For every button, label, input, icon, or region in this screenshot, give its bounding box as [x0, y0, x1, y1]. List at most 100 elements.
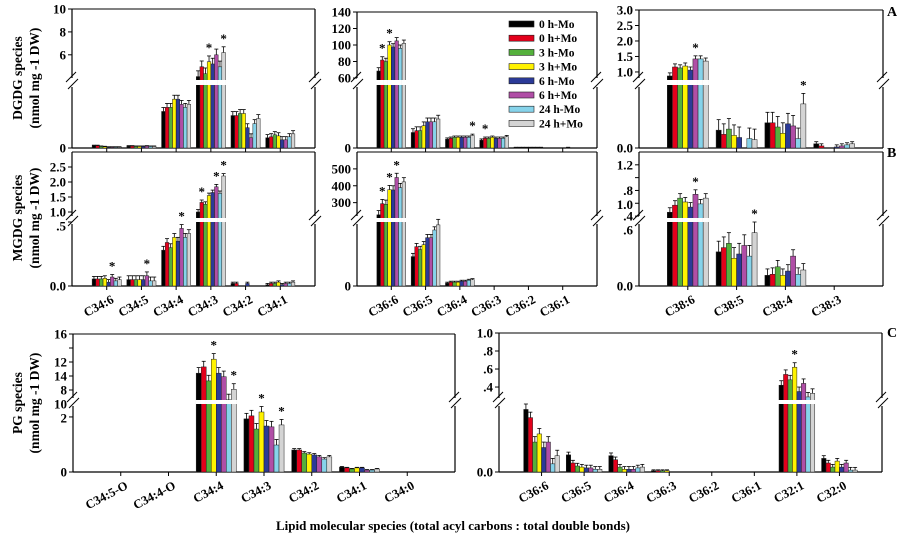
y-tick-label: 1.0: [477, 326, 493, 341]
bar-break-gap: [671, 218, 679, 222]
significance-star: *: [258, 390, 265, 405]
y-tick-label: 2.5: [617, 18, 634, 33]
bar-C38:6-series-1: [672, 204, 678, 287]
bar-C36:5-series-7: [597, 469, 603, 473]
bar-break-gap: [666, 218, 673, 222]
bar-C38:4-series-7: [800, 269, 807, 287]
bar-C38:3-series-7: [849, 143, 855, 149]
legend-swatch: [508, 49, 535, 56]
y-tick-label: 120: [332, 21, 352, 36]
legend-item: 6 h-Mo: [508, 76, 575, 88]
bar-C34:1-series-5: [283, 139, 288, 149]
panel-letter-c: C: [887, 326, 897, 341]
bar-C34:3-series-0: [196, 76, 201, 149]
bar-C34:5-series-2: [133, 279, 139, 287]
bar-break-gap: [809, 400, 816, 404]
x-tick-label: C36:4: [601, 478, 636, 506]
axis-break-mark: [634, 78, 646, 90]
bar-break-gap: [387, 80, 392, 85]
bar-break-gap: [687, 80, 694, 85]
significance-star: *: [791, 347, 798, 362]
bar-C34:5-series-6: [148, 146, 153, 149]
bar-break-gap: [394, 218, 399, 222]
bar-C34:3-series-7: [221, 175, 226, 287]
axis-break-mark: [878, 78, 890, 90]
bar-C36:6-series-6: [398, 48, 403, 149]
legend-label: 0 h-Mo: [539, 19, 575, 31]
bar-C34:6-series-7: [117, 279, 122, 287]
bar-C38:4-series-0: [764, 122, 771, 149]
legend-label: 0 h+Mo: [539, 33, 577, 45]
bar-C34:4-series-2: [168, 107, 173, 149]
bar-C38:5-series-3: [731, 258, 737, 287]
bar-break-gap: [682, 218, 689, 222]
bar-C32:0-series-7: [852, 469, 858, 473]
bar-C34:3-series-3: [258, 411, 265, 473]
x-tick-label: C36:5: [559, 478, 594, 505]
bar-C36:3-series-0: [651, 470, 657, 473]
bar-C38:3-series-6: [844, 144, 850, 149]
bar-C36:5-series-2: [418, 130, 423, 149]
bar-C34:1-series-7: [290, 133, 296, 149]
bar-C36:4-series-0: [445, 282, 450, 287]
legend-swatch: [508, 77, 535, 85]
bar-C36:6-series-2: [383, 61, 388, 149]
bar-C34:5-series-6: [148, 280, 153, 287]
bar-break-gap: [390, 80, 396, 85]
bar-C38:5-series-0: [715, 251, 722, 287]
x-tick-label: C36:4: [434, 292, 469, 320]
x-tick-label: C34:2: [286, 478, 321, 505]
bar-C36:5-series-4: [583, 467, 589, 473]
bar-C34:4-series-5: [221, 376, 227, 473]
bar-C36:5-series-5: [428, 121, 434, 149]
bar-C34:1-series-1: [344, 467, 350, 473]
x-tick-label: C38:6: [662, 292, 697, 319]
y-tick-label: 300: [332, 195, 352, 210]
bar-break-gap: [697, 218, 704, 222]
bar-C36:6-series-7: [554, 455, 560, 473]
bar-break-gap: [671, 80, 679, 85]
bar-break-gap: [195, 80, 201, 85]
bar-break-gap: [376, 218, 381, 222]
bar-C38:4-series-3: [780, 275, 786, 287]
bar-C34:1-series-4: [280, 284, 285, 287]
y-tick-label: 1.0: [50, 205, 66, 220]
bar-C36:3-series-1: [655, 470, 661, 473]
panel-dgdg-c38: 1.01.52.02.53.0 0.0 * *: [617, 3, 890, 156]
bar-C36:3-series-6: [501, 138, 506, 149]
legend-item: 3 h-Mo: [508, 47, 575, 59]
bar-C34:5-series-0: [126, 279, 131, 287]
bar-C34:6-series-7: [117, 146, 122, 149]
bar-C34:2-series-3: [241, 113, 246, 149]
bar-C38:3-series-1: [818, 145, 825, 149]
bar-C32:1-series-6: [805, 396, 811, 473]
axis-break-mark: [592, 215, 604, 227]
axis-break-mark: [632, 71, 644, 83]
bar-break-gap: [778, 400, 784, 404]
bar-C36:3-series-5: [497, 138, 502, 149]
bar-C36:3-series-3: [490, 137, 495, 149]
bar-C34:2-series-4: [311, 454, 318, 473]
y-tick-label: 140: [332, 5, 352, 20]
bar-C34:2-series-6: [252, 123, 257, 149]
bar-C34:5-series-3: [137, 146, 142, 149]
row-title-dgdg-line1: DGDG species: [10, 36, 25, 120]
bar-break-gap: [796, 400, 802, 404]
axis-break-mark: [352, 215, 364, 227]
significance-star: *: [386, 26, 393, 41]
bar-C36:6-series-2: [383, 204, 388, 287]
y-tick-label: 0: [345, 141, 352, 156]
bar-C34:4-series-5: [179, 228, 184, 287]
bar-break-gap: [677, 80, 684, 85]
bar-C34:2-series-1: [296, 449, 302, 473]
row-title-pg-line1: PG species: [10, 372, 25, 434]
bar-C34:2-series-4: [245, 127, 250, 149]
significance-star: *: [393, 157, 400, 172]
legend-item: 6 h+Mo: [508, 90, 577, 102]
bar-C34:2-series-7: [256, 118, 261, 149]
y-tick-label: 1.5: [617, 49, 634, 64]
y-tick-label: 400: [332, 178, 352, 193]
y-tick-label: 500: [332, 161, 352, 176]
axis-break-mark: [634, 215, 646, 227]
